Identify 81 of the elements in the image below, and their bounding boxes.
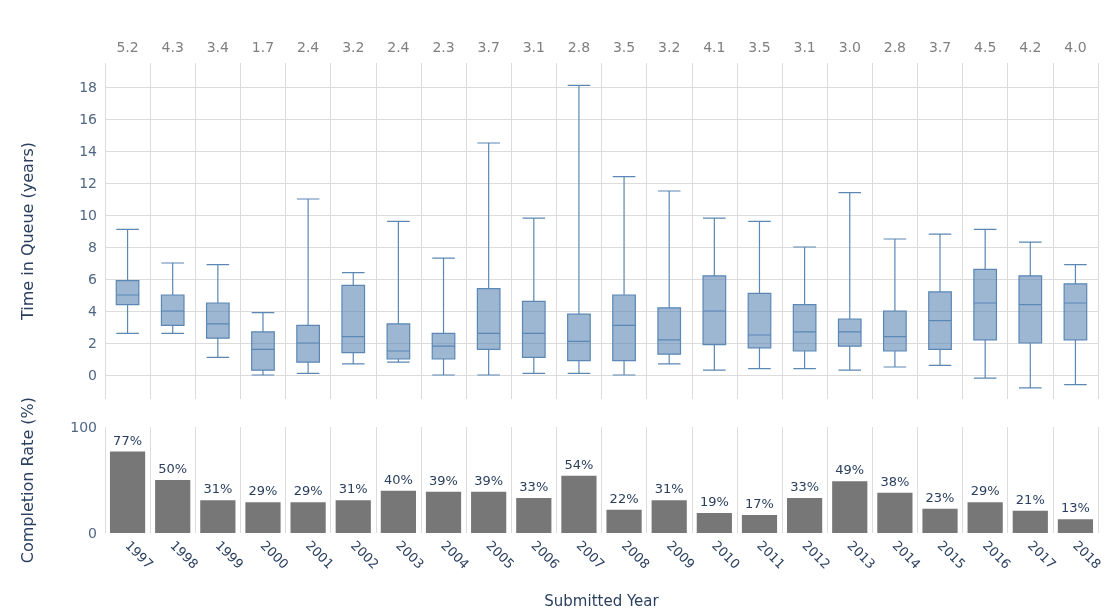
data-label: 54%: [564, 456, 594, 472]
text: 3.7: [477, 39, 500, 55]
data-label: 29%: [293, 483, 323, 499]
data-label: 38%: [880, 473, 910, 489]
y-tick-label: 0: [88, 367, 97, 383]
bar: [832, 481, 868, 533]
y-tick-label: 2: [88, 335, 97, 351]
text: 2.3: [432, 39, 455, 55]
text: 4.3: [161, 39, 184, 55]
bar: [380, 490, 416, 533]
text: 4.0: [1064, 39, 1087, 55]
bar: [1057, 519, 1094, 533]
text: 1.7: [251, 39, 275, 55]
bar: [651, 500, 687, 533]
data-label: 19%: [699, 493, 729, 509]
y-tick-label: 16: [79, 111, 98, 127]
bar: [1012, 510, 1048, 533]
text: 5.2: [116, 39, 139, 55]
y-tick-label: 6: [88, 271, 98, 287]
bar: [109, 451, 146, 533]
data-label: 29%: [248, 483, 278, 499]
text: 4.2: [1019, 39, 1042, 55]
data-label: 39%: [429, 472, 458, 488]
y-axis-title: Time in Queue (years): [17, 141, 37, 322]
text: 3.2: [658, 39, 681, 55]
data-label: 31%: [203, 481, 233, 497]
bar: [245, 502, 281, 533]
text: 3.5: [748, 39, 771, 55]
bar: [922, 508, 958, 533]
data-label: 33%: [519, 479, 549, 495]
text: 4.5: [974, 39, 997, 55]
text: 3.1: [793, 39, 816, 55]
text: 2.8: [883, 39, 907, 55]
data-label: 77%: [113, 432, 143, 448]
text: 3.4: [206, 39, 230, 55]
x-axis-title: Submitted Year: [544, 591, 660, 610]
text: 3.2: [342, 39, 365, 55]
y-tick-label: 12: [79, 175, 97, 191]
text: 3.5: [612, 39, 636, 55]
data-label: 40%: [383, 471, 413, 487]
y-tick-label: 100: [70, 419, 97, 436]
data-label: 31%: [654, 481, 684, 497]
bar: [425, 491, 462, 533]
text: 2.4: [387, 39, 410, 55]
data-label: 29%: [970, 483, 1000, 499]
data-label: 33%: [790, 479, 820, 495]
bar: [516, 498, 552, 533]
bar: [561, 475, 597, 533]
y-tick-label: 10: [79, 207, 97, 223]
text: 2.4: [296, 39, 320, 55]
y-axis-title: Completion Rate (%): [17, 397, 37, 564]
bar: [335, 500, 371, 533]
bar: [606, 509, 642, 533]
data-label: 22%: [609, 490, 639, 506]
text: 4.1: [703, 39, 726, 55]
text: 3.7: [928, 39, 952, 55]
y-tick-label: 14: [79, 143, 98, 159]
data-label: 13%: [1060, 500, 1090, 516]
bar: [200, 500, 236, 533]
bar: [741, 515, 778, 533]
data-label: 21%: [1015, 491, 1045, 507]
y-tick-label: 4: [88, 303, 98, 319]
bar: [290, 502, 326, 533]
data-label: 17%: [745, 496, 774, 512]
bar: [877, 492, 913, 533]
data-label: 31%: [338, 481, 368, 497]
bar: [155, 480, 191, 533]
text: 2.8: [567, 39, 591, 55]
bar: [787, 498, 823, 533]
bar: [967, 502, 1003, 533]
data-label: 39%: [474, 472, 504, 488]
data-label: 50%: [158, 461, 188, 477]
y-tick-label: 18: [79, 79, 97, 95]
y-tick-label: 0: [88, 525, 97, 541]
text: 3.0: [838, 39, 861, 55]
data-label: 23%: [925, 489, 955, 505]
bar: [696, 512, 732, 533]
text: 3.1: [522, 39, 545, 55]
y-tick-label: 8: [88, 239, 97, 255]
bar: [471, 491, 507, 533]
data-label: 49%: [835, 462, 865, 478]
